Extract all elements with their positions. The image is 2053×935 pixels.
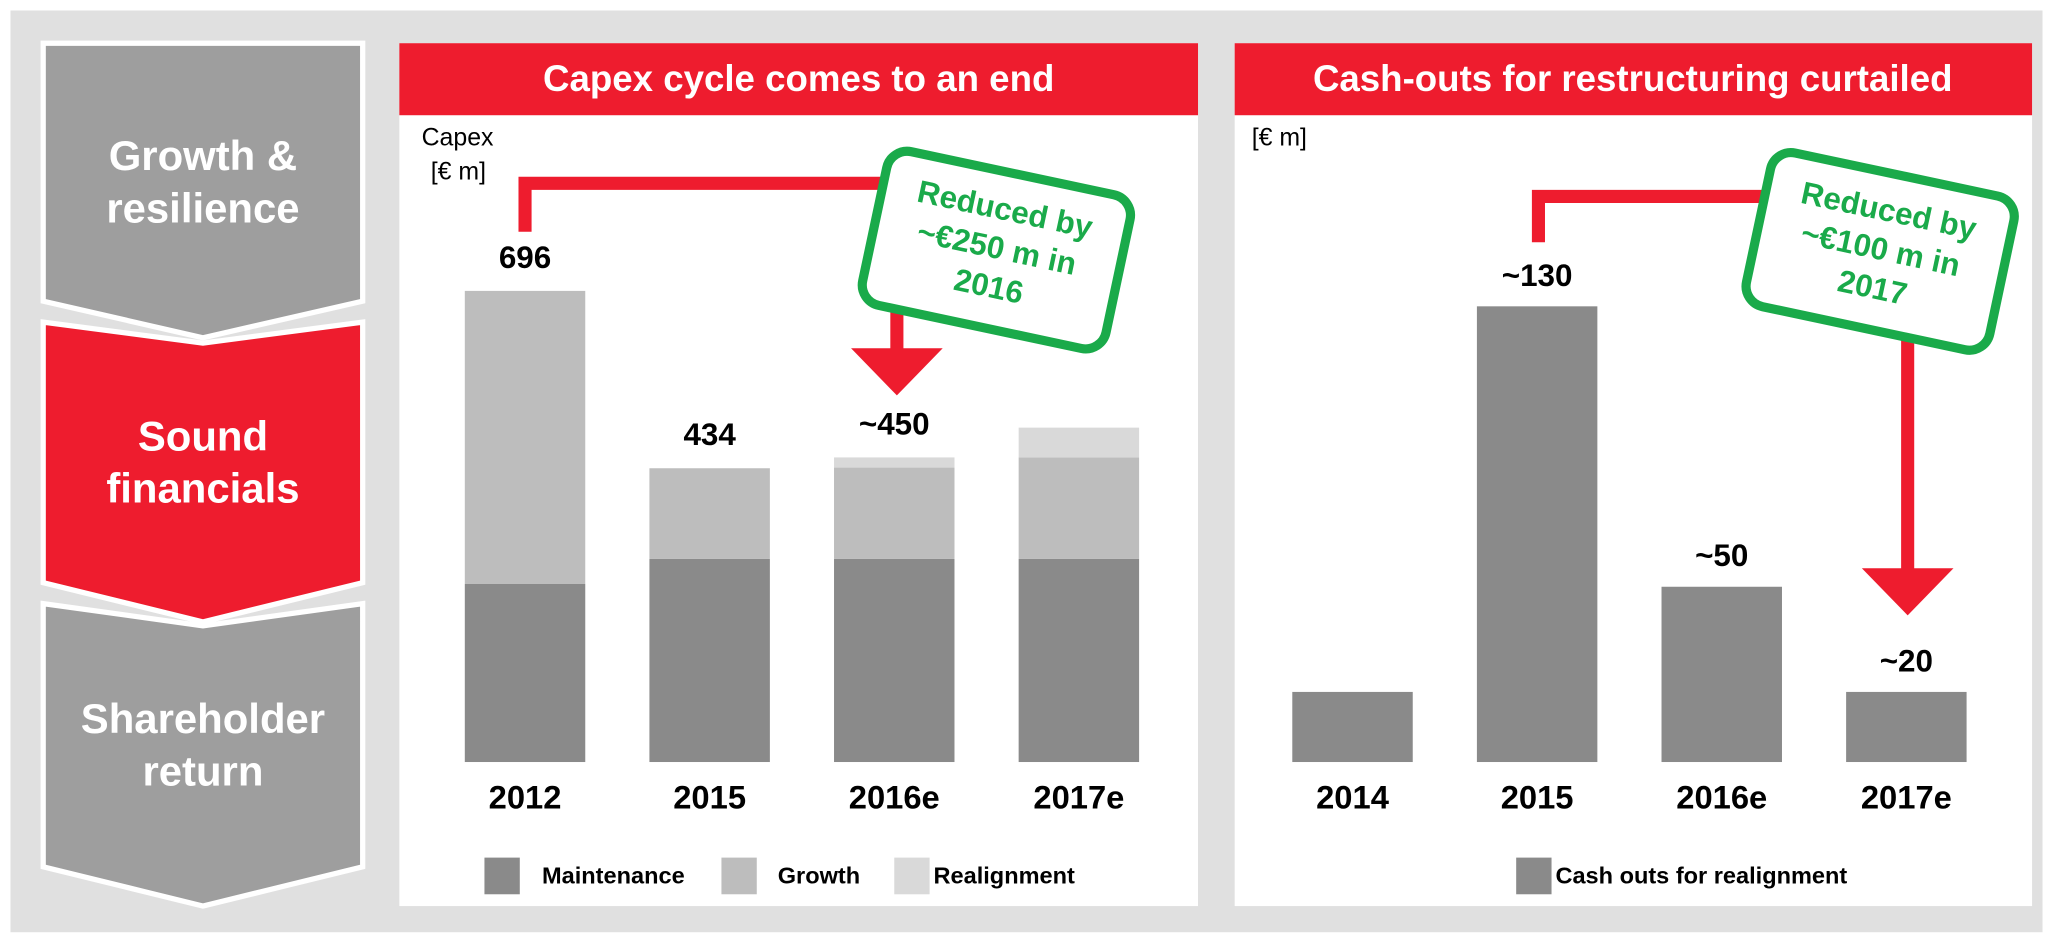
nav-label: Growth & <box>109 132 297 179</box>
bar <box>649 468 770 559</box>
bar <box>1018 457 1140 559</box>
x-tick-label: 2017e <box>1861 779 1952 816</box>
x-tick-label: 2012 <box>489 779 562 816</box>
unit-label: [€ m] <box>1252 123 1307 151</box>
bar <box>1661 586 1782 763</box>
nav-label: financials <box>106 465 299 512</box>
legend-swatch <box>721 857 757 895</box>
nav-label: Shareholder <box>81 695 325 742</box>
x-tick-label: 2015 <box>673 779 746 816</box>
panel-header <box>1234 43 2033 116</box>
bar <box>464 584 586 763</box>
bar <box>1018 558 1140 763</box>
legend-swatch <box>484 857 520 895</box>
nav-label: return <box>142 748 263 795</box>
nav-label: Sound <box>138 412 268 459</box>
legend-label: Maintenance <box>542 862 685 888</box>
chart-title: Capex cycle comes to an end <box>543 58 1054 99</box>
legend-label: Growth <box>778 862 860 888</box>
value-label: ~50 <box>1695 538 1748 573</box>
legend-label: Cash outs for realignment <box>1555 862 1847 888</box>
nav-chevron <box>40 600 366 909</box>
bracket-arrow <box>1531 189 1915 574</box>
x-tick-label: 2017e <box>1033 779 1124 816</box>
legend-swatch <box>1516 857 1552 895</box>
unit-label: [€ m] <box>431 157 486 185</box>
bar <box>1292 691 1413 763</box>
x-tick-label: 2015 <box>1501 779 1574 816</box>
arrow-head <box>1861 568 1954 616</box>
x-tick-label: 2016e <box>1676 779 1767 816</box>
bar <box>1846 691 1967 763</box>
bar <box>1476 306 1598 763</box>
bar <box>834 558 955 763</box>
legend-swatch <box>894 857 930 895</box>
nav-chevron <box>40 319 366 625</box>
total-label: 696 <box>499 240 551 275</box>
bar <box>834 467 955 559</box>
total-label: 434 <box>683 417 736 452</box>
bar <box>1018 427 1140 458</box>
annotation-box <box>1741 148 2019 355</box>
arrow-head <box>851 348 943 396</box>
value-label: ~20 <box>1880 643 1933 678</box>
unit-label: Capex <box>422 123 494 151</box>
bar <box>834 457 955 468</box>
bar <box>649 558 770 763</box>
annotation-box <box>857 146 1136 354</box>
chart-title: Cash-outs for restructuring curtailed <box>1313 58 1953 99</box>
x-tick-label: 2014 <box>1316 779 1390 816</box>
x-tick-label: 2016e <box>849 779 940 816</box>
panel-header <box>399 43 1199 116</box>
total-label: ~450 <box>859 406 930 441</box>
nav-chevron <box>40 40 366 341</box>
nav-label: resilience <box>106 185 299 232</box>
bar <box>464 290 586 585</box>
value-label: ~130 <box>1502 258 1573 293</box>
legend-label: Realignment <box>934 862 1075 888</box>
